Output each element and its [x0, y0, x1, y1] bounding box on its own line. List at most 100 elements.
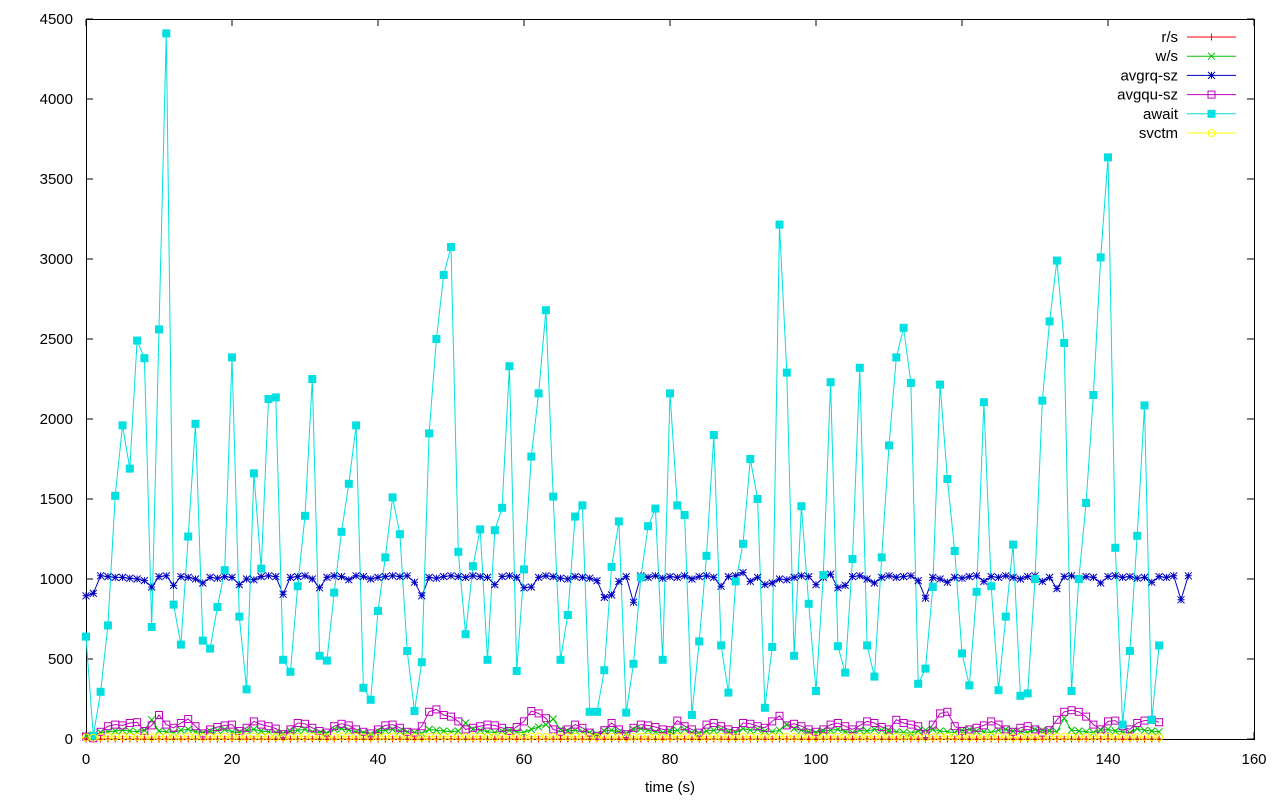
data-point: [403, 647, 412, 655]
data-point: [249, 469, 258, 478]
data-point: [804, 572, 813, 581]
data-point: [651, 571, 660, 580]
data-point: [943, 578, 952, 587]
data-point: [1140, 726, 1149, 735]
data-point: [82, 591, 90, 600]
data-point: [527, 725, 536, 734]
data-point: [512, 573, 521, 582]
data-point: [125, 727, 134, 735]
data-point: [870, 735, 878, 743]
data-point: [125, 574, 134, 583]
data-point: [1082, 499, 1091, 507]
series-lines: [85, 33, 1189, 740]
data-point: [1169, 571, 1178, 580]
data-point: [279, 655, 288, 664]
data-point: [155, 325, 163, 334]
data-point: [147, 583, 156, 591]
legend: r/s w/s avgrq-sz avgqu-sz await svctm: [1117, 29, 1236, 142]
data-point: [403, 735, 411, 743]
data-point: [760, 723, 769, 732]
data-point: [717, 582, 725, 591]
data-point: [359, 572, 368, 581]
data-point: [731, 727, 740, 735]
data-point: [337, 724, 346, 733]
data-point: [1038, 396, 1047, 405]
data-point: [761, 735, 769, 743]
data-point: [658, 574, 667, 583]
data-point: [760, 703, 769, 712]
data-point: [242, 726, 251, 735]
data-point: [542, 720, 550, 729]
data-point: [922, 735, 929, 743]
data-point: [476, 572, 485, 581]
data-point: [695, 637, 704, 646]
data-point: [746, 577, 755, 586]
data-point: [286, 725, 295, 734]
legend-swatch-marker: [1207, 129, 1216, 137]
data-point: [819, 735, 827, 743]
data-point: [1089, 391, 1098, 399]
data-point: [585, 707, 594, 716]
data-point: [352, 735, 360, 743]
data-point: [614, 725, 623, 734]
data-point: [578, 501, 587, 510]
data-point: [833, 642, 842, 651]
data-point: [870, 579, 879, 587]
x-tick-label: 40: [370, 751, 387, 768]
data-point: [272, 735, 280, 743]
data-point: [1009, 735, 1017, 743]
axis-ticks: 0 20 40 60 80 100 120 140 160 0 500 1000 1500 2000 250…: [40, 11, 1267, 768]
data-point: [147, 721, 156, 730]
data-point: [746, 726, 755, 735]
data-point: [834, 735, 842, 743]
data-point: [250, 575, 258, 584]
data-point: [614, 517, 623, 526]
data-point: [892, 353, 901, 362]
data-point: [695, 728, 704, 737]
data-point: [1068, 735, 1075, 743]
data-point: [1038, 735, 1046, 743]
data-point: [1031, 725, 1039, 734]
y-tick-label: 0: [65, 731, 73, 748]
data-point: [490, 728, 499, 737]
data-point: [417, 591, 426, 600]
data-point: [374, 573, 382, 582]
data-point: [140, 576, 149, 585]
data-point: [958, 735, 966, 743]
data-point: [1052, 715, 1061, 724]
data-point: [943, 475, 952, 483]
data-point: [972, 571, 981, 580]
data-point: [512, 667, 521, 675]
data-point: [797, 735, 805, 743]
data-point: [768, 579, 777, 587]
data-point: [732, 735, 740, 743]
data-point: [147, 623, 156, 631]
data-point: [578, 735, 586, 743]
data-point: [1023, 572, 1032, 581]
data-point: [410, 707, 419, 715]
data-point: [490, 526, 499, 535]
data-point: [958, 649, 966, 658]
data-point: [680, 511, 689, 519]
data-point: [600, 593, 609, 602]
data-point: [724, 688, 733, 697]
data-point: [388, 571, 397, 580]
data-point: [155, 727, 163, 735]
data-point: [936, 380, 945, 389]
data-point: [169, 723, 178, 732]
data-point: [264, 395, 273, 403]
data-point: [148, 735, 156, 743]
data-point: [155, 711, 163, 719]
data-point: [1096, 253, 1105, 262]
data-point: [359, 683, 368, 692]
data-point: [461, 573, 470, 582]
data-point: [1052, 256, 1061, 265]
data-point: [520, 728, 528, 737]
data-point: [366, 575, 375, 583]
data-point: [549, 492, 558, 501]
data-point: [951, 735, 959, 743]
data-point: [958, 574, 966, 583]
data-point: [439, 271, 448, 279]
data-point: [673, 726, 682, 735]
data-point: [1147, 578, 1156, 587]
